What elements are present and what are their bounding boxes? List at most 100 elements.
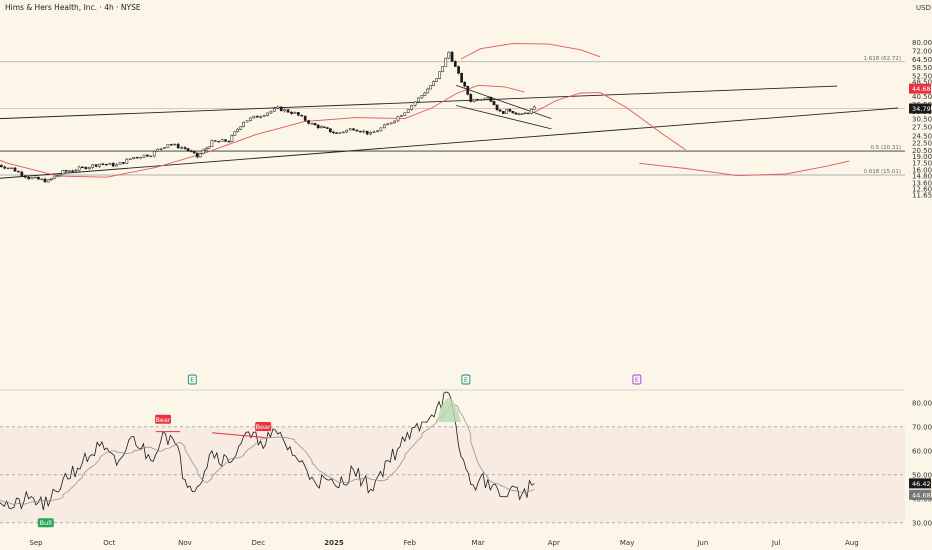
candle-body bbox=[514, 112, 518, 115]
candlesticks[interactable] bbox=[0, 50, 536, 183]
lower-channel-line bbox=[0, 107, 899, 179]
price-tick-label: 58.50 bbox=[912, 64, 932, 72]
candle-body bbox=[508, 109, 512, 112]
candle-body bbox=[376, 130, 379, 133]
bear-badge bbox=[255, 422, 272, 431]
projected-arc-top bbox=[460, 43, 601, 60]
candle-body bbox=[84, 166, 88, 170]
candle-body bbox=[400, 115, 403, 117]
candle-body bbox=[316, 124, 320, 129]
projected-base-arc bbox=[639, 160, 850, 177]
time-tick-label: Dec bbox=[252, 539, 266, 547]
candle-body bbox=[348, 128, 352, 131]
candle-body bbox=[132, 156, 136, 160]
candle-body bbox=[201, 149, 205, 154]
candle-body bbox=[71, 170, 74, 172]
candle-body bbox=[511, 111, 515, 114]
candle-body bbox=[207, 146, 211, 149]
candle-body bbox=[198, 153, 202, 158]
candle-body bbox=[273, 108, 276, 112]
candle-body bbox=[303, 115, 307, 121]
candle-body bbox=[13, 167, 17, 172]
earnings-marker-label: E bbox=[464, 377, 468, 384]
candle-body bbox=[520, 113, 524, 115]
price-tick-label: 48.50 bbox=[912, 79, 932, 87]
candle-body bbox=[74, 169, 78, 172]
candle-body bbox=[432, 81, 436, 86]
candle-body bbox=[180, 147, 183, 149]
price-tick-label: 11.65 bbox=[912, 192, 932, 200]
candle-body bbox=[423, 92, 427, 96]
candle-body bbox=[239, 126, 243, 130]
candle-body bbox=[359, 130, 362, 133]
trend-lines[interactable] bbox=[0, 84, 899, 185]
candle-body bbox=[40, 178, 44, 181]
candle-body bbox=[332, 131, 335, 134]
candle-body bbox=[98, 163, 101, 167]
candle-body bbox=[46, 179, 50, 183]
candle-body bbox=[6, 167, 10, 169]
candle-body bbox=[68, 170, 71, 172]
rsi-ma-badge-label: 44.68 bbox=[912, 491, 931, 499]
candle-body bbox=[230, 134, 234, 142]
candle-body bbox=[255, 115, 259, 118]
candle-body bbox=[307, 120, 310, 124]
candle-body bbox=[118, 162, 122, 165]
candle-body bbox=[122, 162, 125, 164]
candle-body bbox=[30, 177, 34, 180]
candle-body bbox=[163, 147, 166, 149]
candle-body bbox=[61, 170, 65, 175]
bear-badge bbox=[155, 414, 172, 424]
time-tick-label: 2025 bbox=[324, 539, 344, 547]
chart-title: Hims & Hers Health, Inc. · 4h · NYSE bbox=[5, 3, 141, 12]
candle-body bbox=[403, 112, 407, 116]
candle-body bbox=[23, 175, 27, 178]
price-tick-label: 22.50 bbox=[912, 139, 932, 147]
price-tick-label: 16.00 bbox=[912, 166, 932, 174]
candle-body bbox=[236, 129, 240, 132]
projection-curves[interactable] bbox=[0, 43, 850, 178]
candle-body bbox=[135, 156, 139, 159]
candle-body bbox=[420, 95, 424, 99]
price-tick-label: 40.50 bbox=[912, 93, 932, 101]
price-tick-label: 72.00 bbox=[912, 47, 932, 55]
candle-body bbox=[220, 139, 224, 142]
candle-body bbox=[20, 171, 24, 176]
candle-body bbox=[450, 51, 454, 62]
candle-body bbox=[146, 154, 149, 157]
rsi-pane[interactable]: Bear Bear Bull bbox=[0, 391, 535, 528]
candle-body bbox=[17, 171, 20, 173]
candle-body bbox=[444, 57, 448, 67]
candle-body bbox=[325, 127, 329, 129]
candle-body bbox=[58, 173, 62, 177]
candle-body bbox=[413, 101, 417, 106]
candle-body bbox=[429, 85, 433, 90]
time-tick-label: Feb bbox=[404, 539, 417, 547]
candle-body bbox=[463, 81, 467, 87]
time-tick-label: Mar bbox=[472, 539, 485, 547]
candle-body bbox=[498, 109, 502, 112]
price-tick-label: 27.50 bbox=[912, 124, 932, 132]
candle-body bbox=[108, 162, 112, 165]
candle-body bbox=[213, 140, 217, 142]
bull-badge-label: Bull bbox=[40, 519, 52, 527]
candle-body bbox=[189, 150, 193, 152]
earnings-marker-icon bbox=[632, 374, 642, 385]
last-price-badge-label: 34.79 bbox=[912, 105, 931, 113]
candle-body bbox=[269, 110, 273, 114]
candle-body bbox=[300, 114, 304, 117]
candle-body bbox=[502, 111, 505, 114]
currency-label: USD bbox=[916, 4, 931, 12]
price-tick-label: 14.80 bbox=[912, 173, 932, 181]
rsi-tick-label: 50.00 bbox=[912, 471, 932, 479]
candle-body bbox=[495, 104, 499, 111]
candle-body bbox=[283, 109, 287, 112]
candle-body bbox=[94, 164, 98, 167]
candle-body bbox=[393, 120, 396, 124]
candle-body bbox=[426, 88, 430, 94]
candle-body bbox=[435, 78, 438, 82]
candle-body bbox=[319, 126, 323, 129]
candle-body bbox=[476, 99, 479, 101]
